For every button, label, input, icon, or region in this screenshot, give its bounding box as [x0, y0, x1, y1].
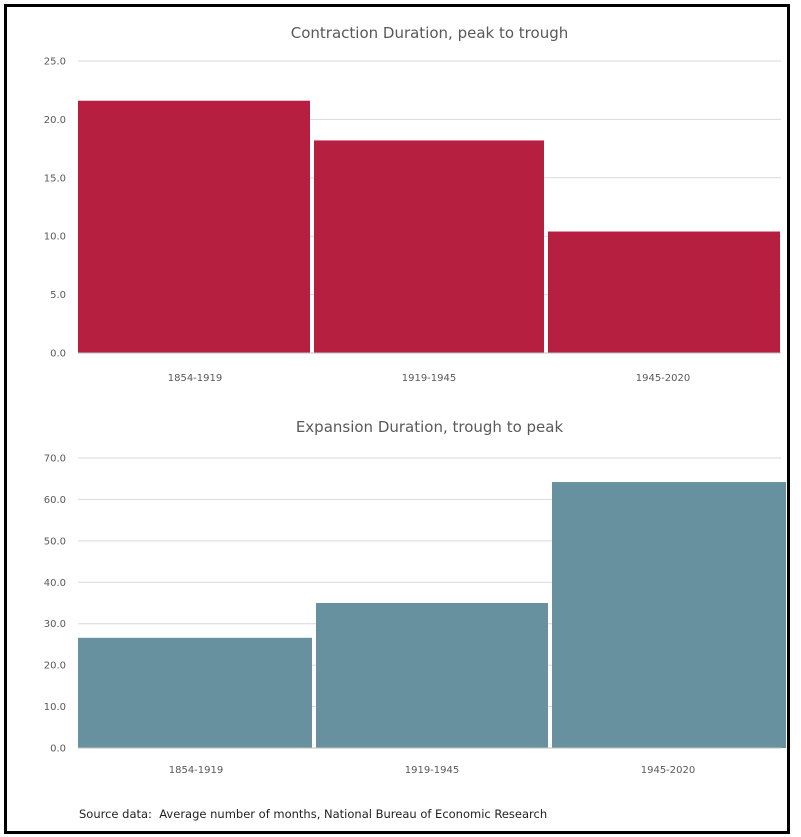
- contraction-category-label: 1854-1919: [168, 373, 223, 384]
- contraction-y-tick-label: 0.0: [50, 349, 66, 360]
- expansion-y-tick-label: 60.0: [44, 495, 66, 506]
- contraction-y-tick-label: 15.0: [44, 173, 66, 184]
- contraction-bar-1945-2020: [548, 231, 780, 353]
- contraction-y-tick-label: 20.0: [44, 115, 66, 126]
- expansion-bar-1919-1945: [316, 603, 548, 748]
- contraction-y-tick-label: 10.0: [44, 232, 66, 243]
- expansion-bar-1945-2020: [552, 482, 786, 748]
- contraction-y-tick-label: 5.0: [50, 290, 66, 301]
- contraction-category-label: 1919-1945: [402, 373, 457, 384]
- expansion-y-tick-label: 40.0: [44, 578, 66, 589]
- source-note: Source data: Average number of months, N…: [79, 807, 548, 821]
- contraction-chart-title: Contraction Duration, peak to trough: [291, 24, 569, 42]
- contraction-category-label: 1945-2020: [636, 373, 691, 384]
- expansion-category-label: 1854-1919: [169, 765, 224, 776]
- contraction-bar-1919-1945: [314, 140, 544, 353]
- expansion-y-tick-label: 50.0: [44, 536, 66, 547]
- expansion-bar-1854-1919: [78, 637, 312, 748]
- contraction-chart: Contraction Duration, peak to trough 0.0 5…: [44, 24, 781, 384]
- expansion-category-label: 1945-2020: [641, 765, 696, 776]
- expansion-y-tick-label: 0.0: [50, 744, 66, 755]
- expansion-chart-title: Expansion Duration, trough to peak: [296, 418, 564, 436]
- expansion-y-tick-label: 30.0: [44, 619, 66, 630]
- expansion-category-label: 1919-1945: [405, 765, 460, 776]
- contraction-bar-1854-1919: [78, 100, 310, 353]
- expansion-y-tick-label: 20.0: [44, 661, 66, 672]
- contraction-y-tick-label: 25.0: [44, 57, 66, 68]
- expansion-chart: Expansion Duration, trough to peak 0.0 10.…: [44, 418, 786, 776]
- expansion-y-tick-label: 10.0: [44, 702, 66, 713]
- expansion-y-tick-label: 70.0: [44, 454, 66, 465]
